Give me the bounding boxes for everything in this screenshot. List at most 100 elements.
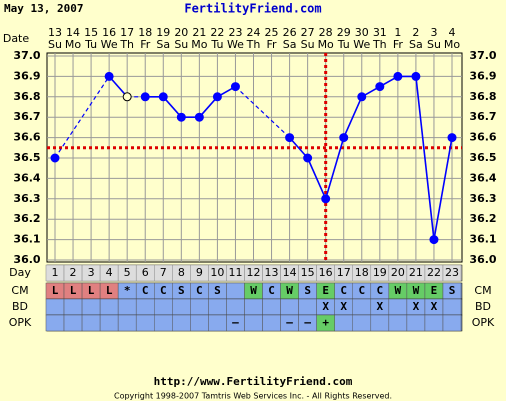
weekday-label: Tu bbox=[210, 38, 223, 51]
cell-code: E bbox=[431, 284, 438, 297]
weekday-label: Tu bbox=[337, 38, 350, 51]
cell-code: C bbox=[340, 284, 347, 297]
row-label-right: OPK bbox=[472, 316, 495, 329]
date-label: 17 bbox=[120, 26, 134, 39]
date-label: 13 bbox=[48, 26, 62, 39]
cell bbox=[135, 298, 155, 316]
cell-code: S bbox=[214, 284, 221, 297]
cell bbox=[388, 314, 408, 332]
weekday-label: We bbox=[227, 38, 244, 51]
day-number: 8 bbox=[178, 266, 185, 279]
cell-code: X bbox=[340, 300, 347, 313]
cell bbox=[99, 314, 119, 332]
temp-segment bbox=[415, 76, 435, 240]
cell bbox=[135, 314, 155, 332]
weekday-label: Mo bbox=[318, 38, 334, 51]
cell-code: E bbox=[322, 284, 329, 297]
day-number: 15 bbox=[301, 266, 315, 279]
cell bbox=[63, 298, 83, 316]
cell bbox=[172, 314, 191, 332]
cell bbox=[81, 314, 101, 332]
cell bbox=[442, 314, 462, 332]
y-tick-label: 36.8 bbox=[13, 90, 40, 103]
cell bbox=[226, 298, 245, 316]
cell bbox=[63, 314, 83, 332]
temp-point bbox=[50, 153, 60, 163]
weekday-label: Th bbox=[119, 38, 134, 51]
cell-code: L bbox=[88, 284, 95, 297]
weekday-label: Fr bbox=[393, 38, 404, 51]
temp-point bbox=[176, 112, 186, 122]
day-number: 22 bbox=[427, 266, 441, 279]
y-tick-label: 36.6 bbox=[13, 131, 40, 144]
cell-code: – bbox=[286, 316, 293, 329]
y-tick-label: 36.4 bbox=[13, 171, 40, 184]
cell bbox=[298, 298, 317, 316]
cell bbox=[262, 314, 281, 332]
y-tick-label-right: 36.8 bbox=[469, 90, 496, 103]
cell-code: – bbox=[232, 316, 239, 329]
cell bbox=[244, 298, 263, 316]
cell-code: S bbox=[449, 284, 456, 297]
day-number: 21 bbox=[409, 266, 423, 279]
date-label: 2 bbox=[412, 26, 419, 39]
row-label: BD bbox=[12, 300, 28, 313]
date-label: 25 bbox=[265, 26, 279, 39]
y-tick-label-right: 36.9 bbox=[469, 69, 496, 82]
date-label: 31 bbox=[373, 26, 387, 39]
cell bbox=[117, 298, 137, 316]
date-label: 24 bbox=[247, 26, 261, 39]
cell-code: X bbox=[322, 300, 329, 313]
cell bbox=[280, 298, 299, 316]
date-label: 23 bbox=[228, 26, 242, 39]
date-label: 22 bbox=[210, 26, 224, 39]
date-label: 21 bbox=[192, 26, 206, 39]
cell bbox=[45, 314, 65, 332]
chart-date: May 13, 2007 bbox=[4, 2, 83, 15]
temp-point bbox=[375, 82, 385, 92]
cell bbox=[172, 298, 191, 316]
y-tick-label: 37.0 bbox=[13, 49, 40, 62]
weekday-label: Su bbox=[427, 38, 441, 51]
temp-point bbox=[303, 153, 313, 163]
temp-point bbox=[429, 235, 439, 245]
cell-code: S bbox=[304, 284, 311, 297]
row-label: CM bbox=[11, 284, 28, 297]
cell-code: C bbox=[160, 284, 167, 297]
date-label: 19 bbox=[156, 26, 170, 39]
y-tick-label-right: 36.0 bbox=[469, 253, 496, 266]
day-number: 18 bbox=[355, 266, 369, 279]
y-tick-label-right: 36.5 bbox=[469, 151, 496, 164]
weekday-label: Sa bbox=[156, 38, 170, 51]
cell-code: W bbox=[286, 284, 293, 297]
cell-code: S bbox=[178, 284, 185, 297]
cell bbox=[99, 298, 119, 316]
y-tick-label: 36.0 bbox=[13, 253, 40, 266]
date-label: 16 bbox=[102, 26, 116, 39]
day-number: 13 bbox=[265, 266, 279, 279]
cell bbox=[154, 298, 173, 316]
y-tick-label: 36.5 bbox=[13, 151, 40, 164]
cell-code: C bbox=[377, 284, 384, 297]
row-label-right: CM bbox=[474, 284, 491, 297]
cell-code: X bbox=[377, 300, 384, 313]
cell bbox=[117, 314, 137, 332]
cell bbox=[442, 298, 462, 316]
date-label: 27 bbox=[301, 26, 315, 39]
date-label: 14 bbox=[66, 26, 80, 39]
temp-segment bbox=[235, 86, 291, 139]
temp-point bbox=[447, 133, 457, 143]
temp-segment bbox=[54, 76, 110, 159]
weekday-label: Su bbox=[301, 38, 315, 51]
cell-code: W bbox=[250, 284, 257, 297]
date-axis-label: Date bbox=[3, 32, 30, 45]
day-number: 10 bbox=[210, 266, 224, 279]
cell bbox=[244, 314, 263, 332]
y-tick-label: 36.7 bbox=[13, 110, 40, 123]
temp-point bbox=[411, 71, 421, 81]
cell-code: C bbox=[358, 284, 365, 297]
cell-code: L bbox=[70, 284, 77, 297]
weekday-label: Su bbox=[48, 38, 62, 51]
date-label: 26 bbox=[283, 26, 297, 39]
copyright: Copyright 1998-2007 Tamtris Web Services… bbox=[114, 392, 392, 401]
